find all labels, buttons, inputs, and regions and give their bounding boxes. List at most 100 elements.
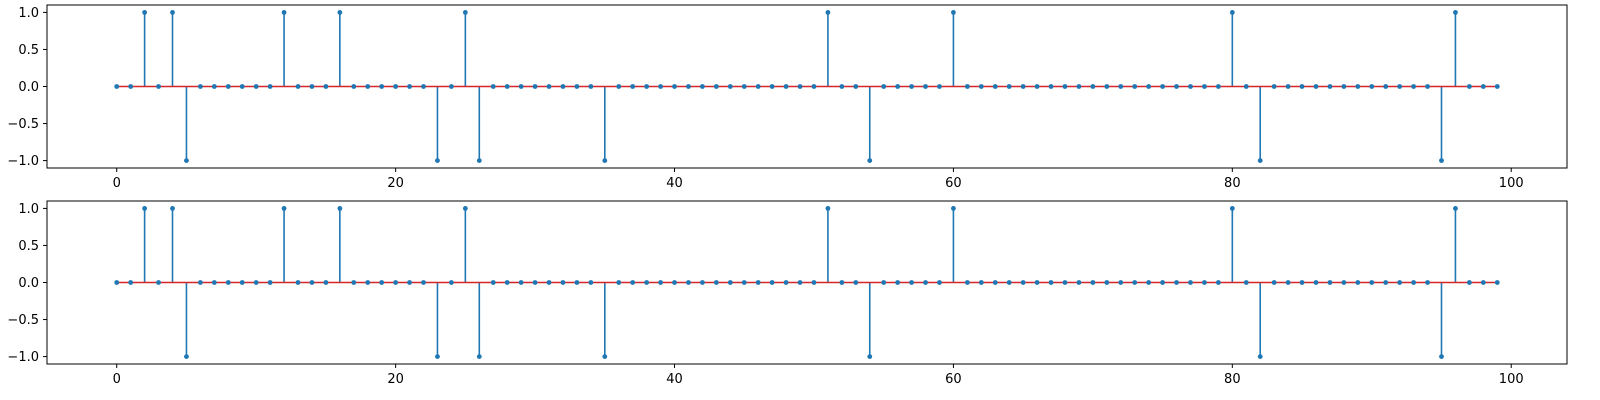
x-tick-label: 0 — [113, 372, 121, 387]
stem-marker — [853, 280, 859, 285]
stem-marker — [797, 280, 803, 285]
stem-marker — [895, 280, 901, 285]
x-tick-label: 40 — [666, 176, 683, 191]
stem-marker — [1104, 280, 1110, 285]
stem-marker — [588, 280, 594, 285]
stem-marker — [1494, 84, 1500, 89]
stem-marker — [267, 280, 273, 285]
stem-marker — [1271, 84, 1277, 89]
stem-marker — [783, 84, 789, 89]
stem-marker — [1174, 84, 1179, 89]
stem-marker — [951, 10, 956, 15]
stem-marker — [909, 84, 914, 89]
y-tick-label: 0.5 — [18, 239, 39, 254]
x-tick-label: 80 — [1224, 372, 1241, 387]
stem-marker — [184, 158, 189, 163]
stem-marker — [713, 84, 719, 89]
stem-marker — [1439, 158, 1444, 163]
stem-marker — [839, 84, 845, 89]
stem-marker — [741, 84, 747, 89]
stem-marker — [1369, 84, 1375, 89]
y-tick-label: 1.0 — [18, 6, 39, 21]
stem-marker — [197, 84, 203, 89]
stem-marker — [769, 84, 775, 89]
y-tick-label: −0.5 — [7, 117, 39, 132]
stem-marker — [783, 280, 789, 285]
top-stem-plot: 0 20 40 60 80 100 1.0 0.5 0.0 −0.5 −1.0 — [7, 4, 1568, 191]
stem-marker — [1397, 280, 1403, 285]
stem-marker — [1299, 84, 1305, 89]
stem-marker — [1215, 84, 1221, 89]
stem-marker — [337, 206, 343, 211]
stem-marker — [449, 280, 454, 285]
stem-marker — [170, 10, 175, 15]
stem-marker — [1355, 84, 1361, 89]
stem-marker — [574, 84, 580, 89]
stem-marker — [992, 280, 998, 285]
stem-marker — [1480, 84, 1486, 89]
stem-marker — [602, 158, 608, 163]
stem-marker — [644, 280, 650, 285]
stem-marker — [755, 280, 761, 285]
y-tick-label: −1.0 — [7, 154, 39, 169]
stem-marker — [309, 280, 315, 285]
stem-marker — [128, 280, 134, 285]
stem-marker — [825, 10, 831, 15]
stem-marker — [114, 280, 120, 285]
stem-marker — [1271, 280, 1277, 285]
stem-marker — [211, 84, 217, 89]
y-tick-label: 1.0 — [18, 202, 39, 217]
stem-marker — [170, 206, 175, 211]
stem-marker — [1313, 280, 1319, 285]
stem-marker — [365, 280, 371, 285]
y-tick-label: 0.0 — [18, 276, 39, 291]
stem-marker — [114, 84, 120, 89]
stem-marker — [490, 280, 496, 285]
stem-marker — [1076, 84, 1082, 89]
stem-marker — [476, 158, 482, 163]
stem-marker — [1229, 206, 1235, 211]
stem-marker — [700, 84, 705, 89]
stem-marker — [1327, 280, 1333, 285]
stem-marker — [435, 158, 440, 163]
stem-marker — [393, 280, 399, 285]
stem-marker — [504, 84, 510, 89]
y-tick-label: −0.5 — [7, 313, 39, 328]
stem-marker — [978, 84, 984, 89]
stem-marker — [1341, 280, 1347, 285]
stem-marker — [727, 84, 733, 89]
stem-marker — [811, 280, 817, 285]
stem-marker — [797, 84, 803, 89]
stem-marker — [281, 206, 287, 211]
stem-marker — [1034, 280, 1040, 285]
stem-marker — [239, 84, 245, 89]
stem-marker — [923, 84, 928, 89]
y-tick-label: −1.0 — [7, 350, 39, 365]
stem-marker — [951, 206, 956, 211]
stem-marker — [1341, 84, 1347, 89]
stem-marker — [1439, 354, 1444, 359]
stem-marker — [462, 10, 468, 15]
stem-marker — [1076, 280, 1082, 285]
stem-marker — [1425, 84, 1430, 89]
x-tick-label: 80 — [1224, 176, 1241, 191]
stem-marker — [616, 84, 622, 89]
stem-marker — [811, 84, 817, 89]
stem-marker — [1243, 84, 1249, 89]
stem-marker — [323, 84, 329, 89]
stem-marker — [1411, 84, 1417, 89]
stem-marker — [992, 84, 998, 89]
stem-marker — [1160, 84, 1165, 89]
stem-marker — [881, 280, 887, 285]
stem-marker — [1034, 84, 1040, 89]
stem-marker — [184, 354, 189, 359]
stem-marker — [1397, 84, 1403, 89]
stem-marker — [1257, 158, 1263, 163]
stem-marker — [1202, 84, 1207, 89]
stem-marker — [1299, 280, 1305, 285]
stem-marker — [532, 84, 538, 89]
stem-marker — [1411, 280, 1417, 285]
stem-marker — [769, 280, 775, 285]
stem-marker — [393, 84, 399, 89]
stem-marker — [421, 280, 426, 285]
